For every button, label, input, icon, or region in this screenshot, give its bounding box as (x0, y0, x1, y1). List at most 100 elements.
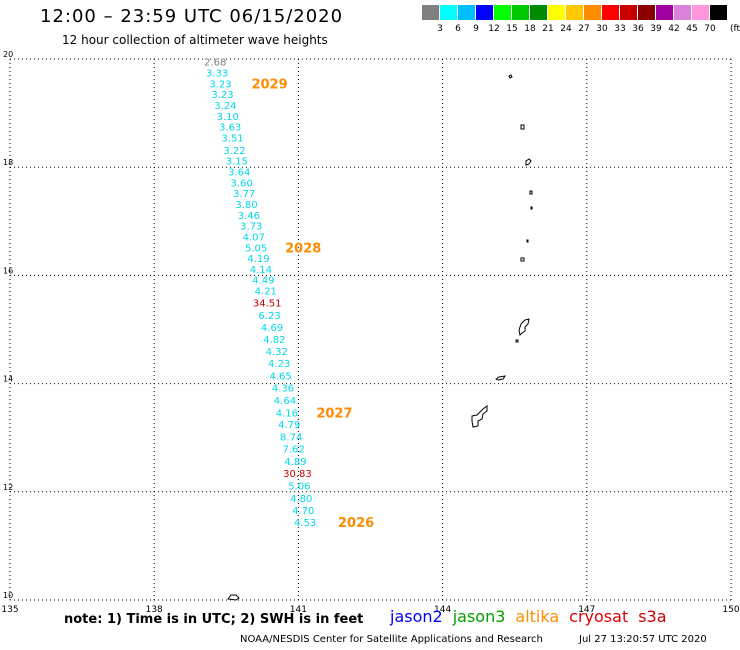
legend-swatch (584, 5, 602, 20)
island-outline (495, 375, 507, 381)
lon-tick-label: 150 (722, 605, 739, 615)
time-label: 2029 (251, 77, 287, 92)
wave-height-label: 30.83 (283, 469, 312, 480)
legend-swatch (602, 5, 620, 20)
lat-tick-label: 14 (3, 375, 13, 384)
legend-label: 18 (524, 24, 536, 34)
wave-height-label: 3.51 (221, 133, 243, 144)
legend-label: 15 (506, 24, 518, 34)
page-title: 12:00 – 23:59 UTC 06/15/2020 (40, 6, 344, 27)
wave-height-label: 4.16 (276, 408, 298, 419)
wave-height-label: 34.51 (253, 298, 282, 309)
page-subtitle: 12 hour collection of altimeter wave hei… (62, 33, 328, 47)
lon-tick-label: 144 (434, 605, 451, 615)
wave-height-label: 3.46 (238, 211, 260, 222)
legend-swatch (638, 5, 656, 20)
legend-swatch (440, 5, 458, 20)
lon-tick-label: 135 (1, 605, 18, 615)
units-note: note: 1) Time is in UTC; 2) SWH is in fe… (64, 612, 364, 627)
lon-tick-label: 141 (290, 605, 307, 615)
legend-swatch (566, 5, 584, 20)
wave-height-label: 4.21 (255, 287, 277, 298)
legend-swatch (548, 5, 566, 20)
lat-tick-label: 20 (3, 50, 13, 59)
wave-height-label: 3.63 (219, 123, 241, 134)
island-outline (518, 318, 530, 337)
wave-height-label: 3.22 (223, 146, 245, 157)
island-outline (520, 257, 525, 262)
time-label: 2027 (316, 406, 352, 421)
legend-swatch (674, 5, 692, 20)
wave-height-label: 3.64 (228, 168, 250, 179)
island-outline (529, 190, 533, 195)
wave-height-label: 7.62 (282, 445, 304, 456)
legend-label: 30 (596, 24, 608, 34)
wave-height-label: 4.89 (284, 457, 306, 468)
legend-swatch (476, 5, 494, 20)
wave-height-label: 4.53 (294, 518, 316, 529)
wave-height-label: 3.80 (235, 200, 257, 211)
island-outline (227, 594, 240, 601)
generated-timestamp: Jul 27 13:20:57 UTC 2020 (579, 634, 707, 645)
wave-height-label: 2.68 (204, 58, 226, 69)
wave-height-label: 4.82 (263, 335, 285, 346)
wave-height-label: 8.74 (280, 433, 302, 444)
wave-height-label: 5.06 (288, 481, 310, 492)
lat-tick-label: 10 (3, 591, 13, 600)
legend-swatch (620, 5, 638, 20)
satellite-jason2: jason2 (390, 607, 443, 626)
wave-height-label: 4.19 (247, 254, 269, 265)
legend-swatch (458, 5, 476, 20)
island-outline (526, 239, 529, 243)
island-outline (515, 339, 519, 343)
lon-tick-label: 147 (578, 605, 595, 615)
wave-height-label: 4.79 (278, 420, 300, 431)
legend-label: 39 (650, 24, 662, 34)
wave-height-label: 3.15 (226, 157, 248, 168)
wave-height-label: 4.23 (268, 359, 290, 370)
satellite-jason3: jason3 (452, 607, 506, 626)
wave-height-label: 4.07 (243, 232, 265, 243)
wave-height-label: 4.64 (274, 396, 296, 407)
lat-tick-label: 16 (3, 266, 13, 275)
legend-swatch (656, 5, 674, 20)
wave-height-label: 4.70 (292, 506, 314, 517)
credit-line: NOAA/NESDIS Center for Satellite Applica… (240, 634, 543, 645)
island-outline (530, 206, 533, 210)
legend-label: 21 (542, 24, 554, 34)
lat-tick-label: 12 (3, 483, 13, 492)
legend-label: 6 (455, 24, 461, 34)
wave-height-label: 4.14 (250, 265, 272, 276)
legend-swatch (710, 5, 728, 20)
legend-unit: (ft) (730, 24, 740, 34)
legend-label: 9 (473, 24, 479, 34)
legend-label: 12 (488, 24, 500, 34)
wave-height-label: 3.10 (217, 112, 239, 123)
legend-swatch (692, 5, 710, 20)
legend-label: 36 (632, 24, 644, 34)
legend-swatch (512, 5, 530, 20)
wave-height-label: 3.23 (211, 90, 233, 101)
time-label: 2028 (285, 241, 321, 256)
wave-height-label: 6.23 (258, 311, 280, 322)
time-label: 2026 (338, 516, 374, 531)
satellite-cryosat: cryosat (569, 607, 629, 626)
legend-label: 33 (614, 24, 626, 34)
lon-tick-label: 138 (146, 605, 163, 615)
wave-height-label: 3.73 (240, 222, 262, 233)
legend-label: 70 (704, 24, 716, 34)
island-outline (471, 405, 488, 428)
wave-height-label: 3.33 (206, 69, 228, 80)
island-outline (520, 124, 525, 130)
satellite-s3a: s3a (638, 607, 667, 626)
legend-swatch (530, 5, 548, 20)
legend-label: 24 (560, 24, 572, 34)
legend-label: 27 (578, 24, 590, 34)
lat-tick-label: 18 (3, 158, 13, 167)
wave-height-label: 4.80 (290, 494, 312, 505)
legend-swatch (422, 5, 440, 20)
island-outline (508, 74, 513, 79)
wave-height-label: 4.32 (266, 347, 288, 358)
legend-label: 42 (668, 24, 680, 34)
